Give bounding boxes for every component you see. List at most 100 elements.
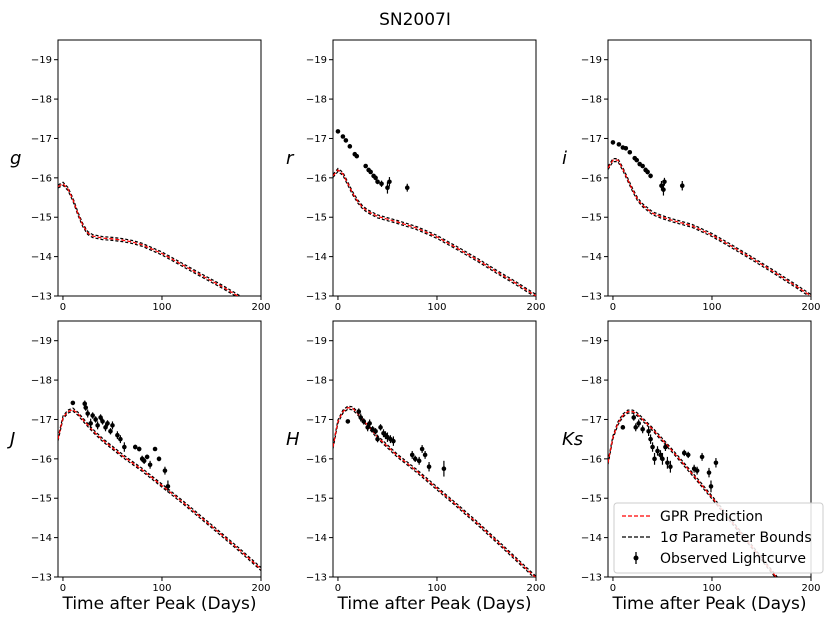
observation-point	[103, 425, 108, 430]
legend-entry: Observed Lightcurve	[633, 551, 806, 567]
observation-point	[662, 179, 667, 185]
y-tick-label: −16	[306, 173, 327, 184]
y-tick-label: −16	[306, 454, 327, 465]
x-tick-label: 0	[60, 583, 66, 594]
legend-box	[613, 502, 824, 574]
observation-point	[668, 464, 673, 470]
y-tick-label: −14	[306, 252, 327, 263]
observation-point	[652, 456, 657, 462]
observations	[335, 129, 410, 194]
panel-i: −19 −18 −17 −16 −15 −14 −13 0 100 200 i	[562, 39, 821, 313]
observation-point	[144, 454, 150, 460]
x-axis-label: Time after Peak (Days)	[611, 594, 806, 614]
y-tick-label: −18	[31, 376, 52, 387]
sigma-bound-upper	[58, 181, 242, 296]
band-label: i	[562, 148, 567, 169]
observation-point	[373, 428, 378, 434]
sigma-bound-lower	[608, 161, 810, 296]
y-tick-label: −16	[31, 454, 52, 465]
figure-title: SN2007I	[379, 10, 451, 30]
band-label: J	[7, 429, 15, 450]
observation-point	[620, 425, 626, 430]
y-tick-label: −17	[31, 134, 52, 145]
y-tick-label: −17	[31, 415, 52, 426]
band-label: H	[286, 429, 300, 450]
sigma-bound-lower	[58, 184, 237, 296]
observation-point	[375, 179, 380, 185]
x-tick-label: 0	[60, 302, 66, 313]
observations	[345, 408, 447, 477]
x-tick-label: 100	[702, 583, 721, 594]
gpr-prediction-line	[608, 159, 811, 296]
observation-point	[658, 452, 663, 458]
observation-point	[85, 411, 91, 416]
y-tick-label: −19	[306, 336, 327, 347]
y-tick-label: −19	[581, 336, 602, 347]
observation-point	[426, 464, 432, 470]
observation-point	[623, 146, 629, 151]
observation-point	[627, 149, 633, 155]
y-tick-label: −19	[31, 336, 52, 347]
observation-point	[385, 185, 390, 190]
x-tick-label: 100	[427, 302, 446, 313]
x-tick-label: 200	[251, 583, 270, 594]
y-tick-label: −18	[306, 376, 327, 387]
x-axis-label: Time after Peak (Days)	[61, 594, 256, 614]
observation-point	[661, 187, 666, 192]
y-tick-label: −13	[581, 573, 602, 584]
y-tick-label: −17	[306, 415, 327, 426]
y-tick-label: −15	[306, 494, 327, 505]
panels: −19 −18 −17 −16 −15 −14 −13 0 100 200 g −19 −18 −17 −1…	[7, 39, 824, 614]
observation-point	[713, 460, 719, 466]
band-label: g	[10, 148, 21, 169]
x-tick-label: 0	[335, 583, 341, 594]
y-tick-label: −13	[31, 292, 52, 303]
observation-point	[152, 446, 158, 452]
observations	[70, 400, 171, 493]
observation-point	[416, 458, 422, 464]
y-tick-label: −15	[31, 213, 52, 224]
y-tick-label: −16	[581, 454, 602, 465]
y-tick-label: −14	[581, 252, 602, 263]
observation-point	[110, 423, 115, 428]
x-tick-label: 200	[801, 583, 820, 594]
x-tick-label: 0	[610, 583, 616, 594]
observation-point	[646, 428, 651, 434]
observation-point	[665, 460, 670, 466]
observation-point	[118, 436, 123, 442]
observation-point	[95, 423, 100, 428]
y-tick-label: −17	[306, 134, 327, 145]
observation-point	[655, 448, 660, 454]
legend-label: 1σ Parameter Bounds	[660, 530, 812, 546]
legend: GPR Prediction 1σ Parameter Bounds Observe…	[613, 502, 824, 574]
observation-point	[616, 142, 622, 147]
y-tick-label: −14	[581, 533, 602, 544]
sigma-bound-upper	[608, 158, 811, 296]
y-tick-label: −15	[581, 494, 602, 505]
observation-point	[88, 421, 93, 426]
x-tick-label: 100	[152, 302, 171, 313]
sigma-bound-upper	[333, 405, 536, 577]
y-tick-label: −18	[581, 95, 602, 106]
observation-point	[659, 183, 664, 189]
x-tick-label: 200	[251, 302, 270, 313]
y-tick-label: −17	[581, 415, 602, 426]
observation-point	[441, 466, 447, 471]
observation-point	[706, 470, 712, 475]
panel-g: −19 −18 −17 −16 −15 −14 −13 0 100 200 g	[10, 39, 271, 313]
sigma-bound-lower	[333, 170, 535, 296]
observation-point	[108, 428, 113, 434]
gpr-prediction-line	[58, 183, 240, 296]
x-tick-label: 200	[801, 302, 820, 313]
y-tick-label: −13	[31, 573, 52, 584]
observation-point	[90, 413, 95, 418]
panel-r: −19 −18 −17 −16 −15 −14 −13 0 100 200 r	[286, 39, 546, 313]
y-tick-label: −14	[31, 533, 52, 544]
y-tick-label: −14	[306, 533, 327, 544]
legend-entry: GPR Prediction	[622, 509, 763, 525]
axes-frame	[607, 39, 812, 297]
y-tick-label: −14	[31, 252, 52, 263]
observation-point	[343, 138, 349, 143]
panel-H: −19 −18 −17 −16 −15 −14 −13 0 100 200 H Time after …	[286, 320, 546, 614]
